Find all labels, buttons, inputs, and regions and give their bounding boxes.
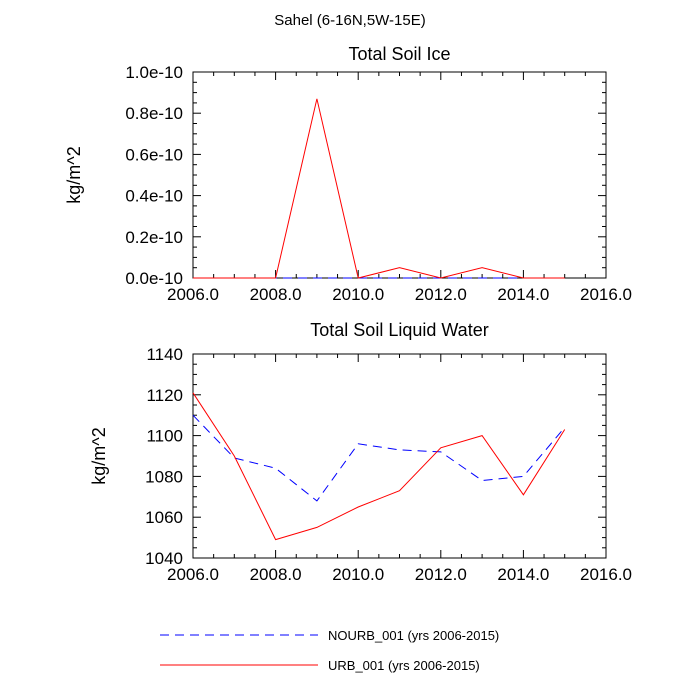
y-tick-label: 1100 xyxy=(146,427,183,446)
panel-title: Total Soil Liquid Water xyxy=(310,320,488,340)
chart-panels: Total Soil Ice 2006.0 2008.0 2010.0 2012.0 20… xyxy=(64,44,632,584)
y-tick-label: 1080 xyxy=(145,467,183,486)
series-line-nourb_001 xyxy=(192,414,566,502)
x-tick-label: 2010.0 xyxy=(332,285,384,304)
y-axis-label: kg/m^2 xyxy=(89,427,109,484)
y-tick-label: 0.4e-10 xyxy=(125,187,183,206)
plot-frame xyxy=(192,353,607,559)
x-tick-label: 2012.0 xyxy=(415,285,467,304)
x-tick-label: 2010.0 xyxy=(332,565,384,584)
x-tick-label: 2016.0 xyxy=(580,285,632,304)
panel-2: Total Soil Liquid Water 2006.0 2008.0 2010.… xyxy=(89,320,632,584)
x-tick-label: 2008.0 xyxy=(250,565,302,584)
x-tick-label: 2006.0 xyxy=(167,565,219,584)
x-tick-label: 2014.0 xyxy=(497,565,549,584)
panel-title: Total Soil Ice xyxy=(348,44,450,64)
y-tick-label: 0.2e-10 xyxy=(125,228,183,247)
y-tick-label: 1060 xyxy=(145,508,183,527)
x-tick-label: 2008.0 xyxy=(250,285,302,304)
legend-label: URB_001 (yrs 2006-2015) xyxy=(328,658,480,673)
y-tick-label: 1040 xyxy=(145,549,183,568)
legend-label: NOURB_001 (yrs 2006-2015) xyxy=(328,628,499,643)
y-tick-label: 0.8e-10 xyxy=(125,104,183,123)
y-tick-label: 1120 xyxy=(146,386,183,405)
y-axis-label: kg/m^2 xyxy=(64,146,84,203)
series-line-urb_001 xyxy=(193,98,565,279)
y-tick-label: 0.6e-10 xyxy=(125,145,183,164)
x-tick-label: 2014.0 xyxy=(497,285,549,304)
y-tick-label: 0.0e-10 xyxy=(125,269,183,288)
panel-1: Total Soil Ice 2006.0 2008.0 2010.0 2012.0 20… xyxy=(64,44,632,304)
series-line-urb_001 xyxy=(192,392,566,541)
y-tick-label: 1140 xyxy=(146,345,183,364)
legend: NOURB_001 (yrs 2006-2015) URB_001 (yrs 20… xyxy=(160,628,499,673)
x-tick-label: 2012.0 xyxy=(415,565,467,584)
x-tick-label: 2016.0 xyxy=(580,565,632,584)
figure-title: Sahel (6-16N,5W-15E) xyxy=(274,12,425,29)
y-tick-label: 1.0e-10 xyxy=(125,63,183,82)
plot-frame xyxy=(192,71,607,279)
x-tick-label: 2006.0 xyxy=(167,285,219,304)
